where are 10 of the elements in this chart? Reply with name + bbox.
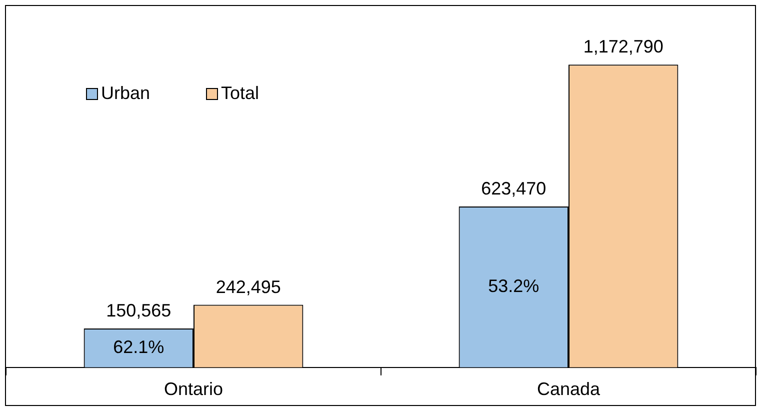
legend-label: Urban: [101, 82, 150, 103]
x-tick-label: Ontario: [164, 379, 224, 400]
data-label: 1,172,790: [583, 36, 664, 57]
annotation: 53.2%: [488, 276, 540, 296]
annotation: 62.1%: [113, 336, 164, 357]
data-label: 623,470: [481, 178, 546, 198]
data-label: 150,565: [106, 300, 172, 320]
legend-label: Total: [221, 82, 260, 103]
data-label: 242,495: [216, 276, 281, 297]
x-tick-label: Canada: [536, 379, 602, 400]
